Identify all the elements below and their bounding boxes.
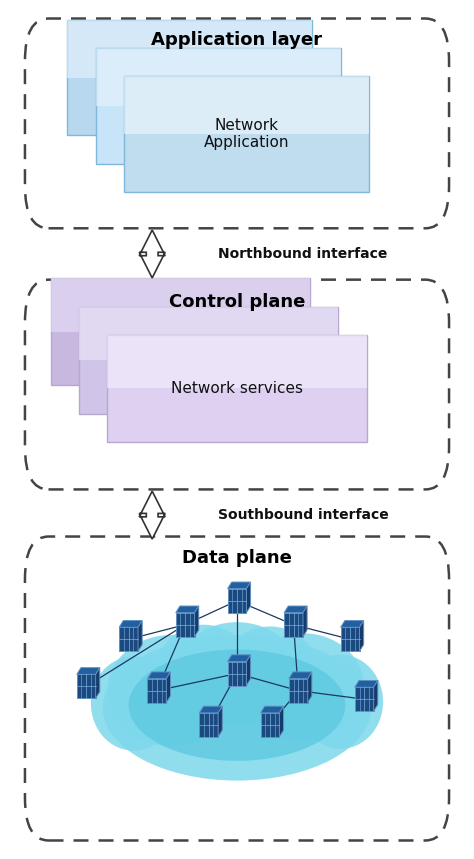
FancyBboxPatch shape bbox=[355, 687, 374, 711]
Ellipse shape bbox=[91, 656, 176, 751]
FancyBboxPatch shape bbox=[51, 278, 310, 386]
FancyBboxPatch shape bbox=[25, 280, 449, 490]
FancyBboxPatch shape bbox=[124, 76, 369, 134]
Text: Network: Network bbox=[158, 70, 222, 85]
Polygon shape bbox=[77, 667, 100, 674]
Ellipse shape bbox=[242, 633, 364, 740]
Polygon shape bbox=[289, 672, 312, 679]
Polygon shape bbox=[147, 672, 171, 679]
PathPatch shape bbox=[139, 491, 165, 539]
Polygon shape bbox=[138, 620, 142, 651]
Polygon shape bbox=[341, 620, 364, 627]
Polygon shape bbox=[176, 606, 199, 612]
Polygon shape bbox=[228, 655, 251, 661]
Polygon shape bbox=[195, 606, 199, 637]
Polygon shape bbox=[119, 620, 142, 627]
FancyBboxPatch shape bbox=[228, 588, 246, 612]
FancyBboxPatch shape bbox=[25, 19, 449, 228]
FancyBboxPatch shape bbox=[124, 76, 369, 192]
Ellipse shape bbox=[223, 626, 317, 716]
PathPatch shape bbox=[139, 230, 165, 278]
Polygon shape bbox=[284, 606, 307, 612]
Text: Data plane: Data plane bbox=[182, 550, 292, 568]
FancyBboxPatch shape bbox=[96, 48, 341, 106]
FancyBboxPatch shape bbox=[199, 713, 218, 737]
Polygon shape bbox=[279, 706, 283, 737]
Polygon shape bbox=[374, 680, 378, 711]
Text: Southbound interface: Southbound interface bbox=[218, 509, 389, 522]
Ellipse shape bbox=[128, 649, 346, 761]
FancyBboxPatch shape bbox=[108, 335, 366, 388]
Text: Network: Network bbox=[186, 98, 250, 113]
FancyBboxPatch shape bbox=[77, 674, 96, 698]
FancyBboxPatch shape bbox=[51, 278, 310, 332]
FancyBboxPatch shape bbox=[176, 612, 195, 637]
Text: Application layer: Application layer bbox=[152, 32, 322, 49]
FancyBboxPatch shape bbox=[108, 335, 366, 442]
FancyBboxPatch shape bbox=[25, 537, 449, 840]
Polygon shape bbox=[359, 620, 364, 651]
FancyBboxPatch shape bbox=[79, 307, 338, 360]
Ellipse shape bbox=[108, 635, 235, 746]
Polygon shape bbox=[355, 680, 378, 687]
Text: Northbound interface: Northbound interface bbox=[218, 247, 388, 261]
Ellipse shape bbox=[176, 622, 298, 725]
Ellipse shape bbox=[103, 635, 371, 781]
FancyBboxPatch shape bbox=[67, 20, 312, 136]
Polygon shape bbox=[166, 672, 171, 703]
Polygon shape bbox=[303, 606, 307, 637]
Text: Network services: Network services bbox=[171, 381, 303, 396]
Polygon shape bbox=[261, 706, 283, 713]
Polygon shape bbox=[246, 655, 251, 685]
FancyBboxPatch shape bbox=[261, 713, 279, 737]
Polygon shape bbox=[228, 582, 251, 588]
FancyBboxPatch shape bbox=[289, 679, 308, 703]
Ellipse shape bbox=[298, 655, 383, 749]
FancyBboxPatch shape bbox=[147, 679, 166, 703]
FancyBboxPatch shape bbox=[341, 627, 359, 651]
FancyBboxPatch shape bbox=[79, 307, 338, 414]
FancyBboxPatch shape bbox=[228, 661, 246, 685]
Ellipse shape bbox=[157, 624, 251, 714]
FancyBboxPatch shape bbox=[284, 612, 303, 637]
Polygon shape bbox=[246, 582, 251, 612]
Polygon shape bbox=[218, 706, 222, 737]
FancyBboxPatch shape bbox=[96, 48, 341, 164]
FancyBboxPatch shape bbox=[67, 20, 312, 77]
Polygon shape bbox=[199, 706, 222, 713]
FancyBboxPatch shape bbox=[119, 627, 138, 651]
Polygon shape bbox=[308, 672, 312, 703]
Text: Control plane: Control plane bbox=[169, 293, 305, 310]
Polygon shape bbox=[96, 667, 100, 698]
Text: Network
Application: Network Application bbox=[204, 118, 289, 150]
